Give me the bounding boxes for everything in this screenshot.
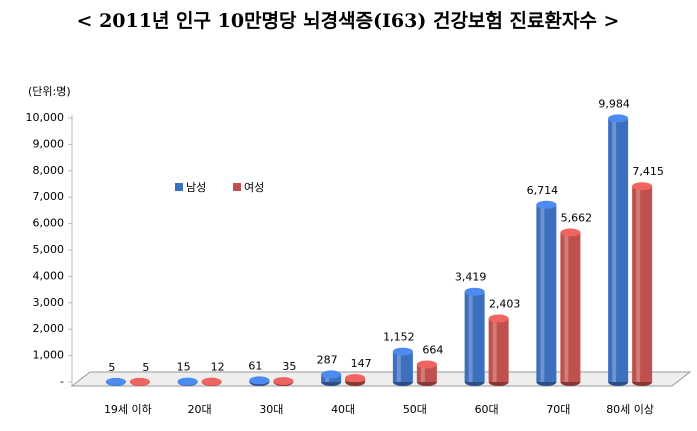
value-label: 9,984: [598, 97, 630, 110]
bar-top: [464, 287, 485, 296]
y-tick-label: 6,000: [33, 217, 65, 230]
value-label: 3,419: [455, 271, 487, 284]
bar: [536, 204, 557, 382]
bar-top: [105, 377, 126, 386]
bar-top: [273, 377, 294, 386]
chart-title: < 2011년 인구 10만명당 뇌경색증(I63) 건강보험 진료환자수 >: [77, 10, 620, 32]
bar-highlight: [636, 186, 641, 382]
bar-top: [608, 114, 629, 123]
bar-top: [249, 376, 270, 385]
legend-label: 남성: [186, 181, 206, 194]
bar-top: [177, 377, 198, 386]
bar-top: [129, 377, 150, 386]
y-tick-label: 7,000: [33, 190, 65, 203]
bar-top: [416, 360, 437, 369]
bar-highlight: [612, 118, 617, 383]
bar: [632, 186, 653, 382]
bar-highlight: [540, 204, 545, 382]
value-label: 61: [248, 359, 262, 372]
bar-top: [201, 377, 222, 386]
value-label: 15: [177, 361, 191, 374]
floor: [70, 371, 692, 387]
x-tick-label: 80세 이상: [606, 403, 654, 416]
value-label: 5,662: [561, 212, 593, 225]
bar: [560, 232, 581, 382]
value-label: 147: [351, 357, 372, 370]
bar-highlight: [396, 351, 401, 382]
y-tick-label: 8,000: [33, 164, 65, 177]
value-label: 12: [211, 361, 225, 374]
value-label: 5: [142, 361, 149, 374]
bar-top: [321, 370, 342, 379]
bar-highlight: [564, 232, 569, 382]
bar-highlight: [468, 291, 473, 382]
x-tick-label: 60대: [475, 403, 499, 416]
y-tick-label: 2,000: [33, 322, 65, 335]
bar: [608, 118, 629, 383]
value-label: 664: [422, 343, 443, 356]
y-tick-label: 5,000: [33, 243, 65, 256]
bar-top: [560, 228, 581, 237]
value-label: 35: [282, 360, 296, 373]
x-tick-label: 50대: [403, 403, 427, 416]
x-tick-label: 70대: [546, 403, 570, 416]
bar-top: [345, 374, 366, 383]
y-tick-label: 3,000: [33, 296, 65, 309]
value-label: 7,415: [632, 165, 664, 178]
bar-highlight: [325, 374, 330, 382]
x-tick-label: 30대: [259, 403, 283, 416]
bar-highlight: [492, 318, 497, 382]
bar-highlight: [420, 364, 425, 382]
x-tick-label: 20대: [188, 403, 212, 416]
y-tick-label: 4,000: [33, 269, 65, 282]
bar-top: [488, 314, 509, 323]
legend-label: 여성: [244, 181, 264, 194]
bar-top: [392, 347, 413, 356]
bar: [488, 318, 509, 382]
bar-top: [536, 200, 557, 209]
bar-top: [632, 182, 653, 191]
value-label: 1,152: [383, 331, 415, 344]
y-tick-label: -: [60, 375, 64, 388]
bar: [392, 351, 413, 382]
value-label: 2,403: [489, 298, 521, 311]
x-tick-label: 19세 이하: [104, 402, 152, 416]
y-tick-label: 1,000: [33, 349, 65, 362]
legend-swatch: [175, 183, 183, 191]
bar: [416, 364, 437, 382]
value-label: 287: [317, 353, 338, 366]
value-label: 6,714: [527, 184, 559, 197]
y-tick-label: 9,000: [33, 137, 65, 150]
y-tick-label: 10,000: [26, 111, 65, 124]
legend-swatch: [233, 183, 241, 191]
unit-label: (단위:명): [28, 85, 71, 98]
value-label: 5: [108, 361, 115, 374]
bar: [464, 291, 485, 382]
x-tick-label: 40대: [331, 403, 355, 416]
